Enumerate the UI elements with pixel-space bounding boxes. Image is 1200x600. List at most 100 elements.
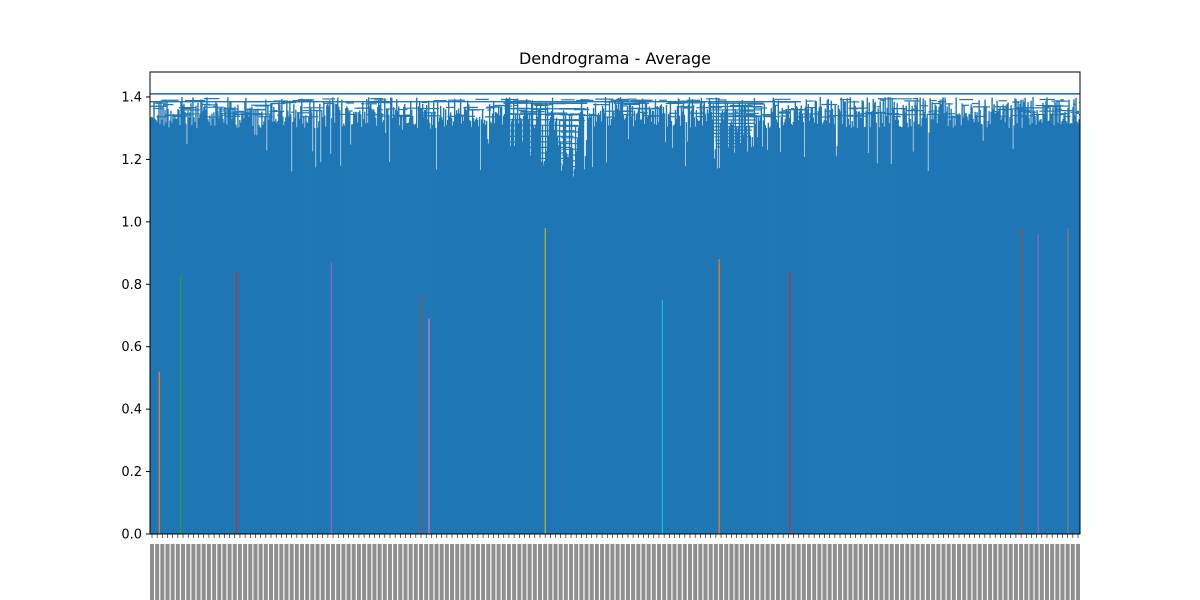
chart-title: Dendrograma - Average <box>519 49 711 68</box>
leaf-label-mark <box>310 544 315 600</box>
leaf-label-mark <box>677 544 682 600</box>
leaf-label-mark <box>760 544 765 600</box>
leaf-label-mark <box>874 544 879 600</box>
leaf-label-mark <box>843 544 848 600</box>
leaf-label-mark <box>641 544 646 600</box>
leaf-label-mark <box>434 544 439 600</box>
leaf-label-mark <box>662 544 667 600</box>
leaf-label-mark <box>625 544 630 600</box>
leaf-label-mark <box>170 544 175 600</box>
leaf-label-mark <box>382 544 387 600</box>
leaf-label-mark <box>527 544 532 600</box>
leaf-label-mark <box>165 544 170 600</box>
leaf-label-mark <box>331 544 336 600</box>
leaf-label-mark <box>734 544 739 600</box>
leaf-label-mark <box>300 544 305 600</box>
leaf-label-mark <box>274 544 279 600</box>
leaf-label-mark <box>341 544 346 600</box>
leaf-label-mark <box>1065 544 1070 600</box>
leaf-label-mark <box>651 544 656 600</box>
leaf-label-mark <box>610 544 615 600</box>
leaf-label-mark <box>838 544 843 600</box>
leaf-label-mark <box>563 544 568 600</box>
leaf-label-mark <box>962 544 967 600</box>
leaf-label-mark <box>201 544 206 600</box>
leaf-label-mark <box>698 544 703 600</box>
leaf-label-mark <box>744 544 749 600</box>
leaf-label-mark <box>227 544 232 600</box>
leaf-label-mark <box>972 544 977 600</box>
leaf-label-mark <box>739 544 744 600</box>
leaf-label-mark <box>693 544 698 600</box>
leaf-label-mark <box>827 544 832 600</box>
leaf-label-mark <box>1029 544 1034 600</box>
leaf-label-mark <box>915 544 920 600</box>
leaf-label-mark <box>786 544 791 600</box>
leaf-label-mark <box>289 544 294 600</box>
leaf-label-mark <box>553 544 558 600</box>
leaf-label-mark <box>946 544 951 600</box>
leaf-label-mark <box>155 544 160 600</box>
leaf-label-mark <box>775 544 780 600</box>
leaf-label-mark <box>465 544 470 600</box>
y-tick-label: 1.0 <box>121 215 142 230</box>
leaf-label-mark <box>217 544 222 600</box>
leaf-label-mark <box>253 544 258 600</box>
leaf-label-mark <box>460 544 465 600</box>
leaf-label-mark <box>1055 544 1060 600</box>
leaf-label-mark <box>1019 544 1024 600</box>
leaf-label-mark <box>191 544 196 600</box>
leaf-label-mark <box>429 544 434 600</box>
leaf-label-mark <box>336 544 341 600</box>
leaf-label-mark <box>957 544 962 600</box>
leaf-label-mark <box>356 544 361 600</box>
leaf-label-mark <box>413 544 418 600</box>
leaf-label-mark <box>869 544 874 600</box>
leaf-label-mark <box>506 544 511 600</box>
leaf-label-mark <box>263 544 268 600</box>
leaf-label-mark <box>832 544 837 600</box>
leaf-label-mark <box>387 544 392 600</box>
leaf-label-mark <box>605 544 610 600</box>
leaf-label-mark <box>750 544 755 600</box>
leaf-label-mark <box>719 544 724 600</box>
leaf-label-mark <box>279 544 284 600</box>
leaf-label-mark <box>284 544 289 600</box>
leaf-label-mark <box>237 544 242 600</box>
leaf-label-mark <box>941 544 946 600</box>
leaf-label-mark <box>403 544 408 600</box>
leaf-label-mark <box>884 544 889 600</box>
leaf-label-mark <box>398 544 403 600</box>
leaf-label-mark <box>558 544 563 600</box>
leaf-label-mark <box>1003 544 1008 600</box>
y-tick-label: 0.6 <box>121 340 142 355</box>
leaf-label-mark <box>455 544 460 600</box>
leaf-label-mark <box>801 544 806 600</box>
leaf-label-mark <box>848 544 853 600</box>
y-axis: 0.0 0.2 0.4 0.6 0.8 1.0 1.2 1.4 <box>121 90 150 543</box>
leaf-label-mark <box>791 544 796 600</box>
leaf-label-mark <box>998 544 1003 600</box>
leaf-label-mark <box>589 544 594 600</box>
leaf-label-mark <box>512 544 517 600</box>
leaf-label-mark <box>770 544 775 600</box>
leaf-label-mark <box>569 544 574 600</box>
leaf-label-mark <box>325 544 330 600</box>
leaf-label-mark <box>729 544 734 600</box>
leaf-label-mark <box>450 544 455 600</box>
leaf-label-mark <box>294 544 299 600</box>
leaf-label-mark <box>900 544 905 600</box>
leaf-label-mark <box>781 544 786 600</box>
y-tick-label: 0.8 <box>121 278 142 293</box>
leaf-label-mark <box>491 544 496 600</box>
leaf-label-mark <box>977 544 982 600</box>
leaf-label-mark <box>615 544 620 600</box>
leaf-label-mark <box>496 544 501 600</box>
leaf-label-mark <box>481 544 486 600</box>
y-tick-label: 0.2 <box>121 465 142 480</box>
leaf-label-mark <box>196 544 201 600</box>
leaf-label-mark <box>636 544 641 600</box>
leaf-label-mark <box>646 544 651 600</box>
leaf-labels <box>150 534 1080 600</box>
leaf-label-mark <box>372 544 377 600</box>
